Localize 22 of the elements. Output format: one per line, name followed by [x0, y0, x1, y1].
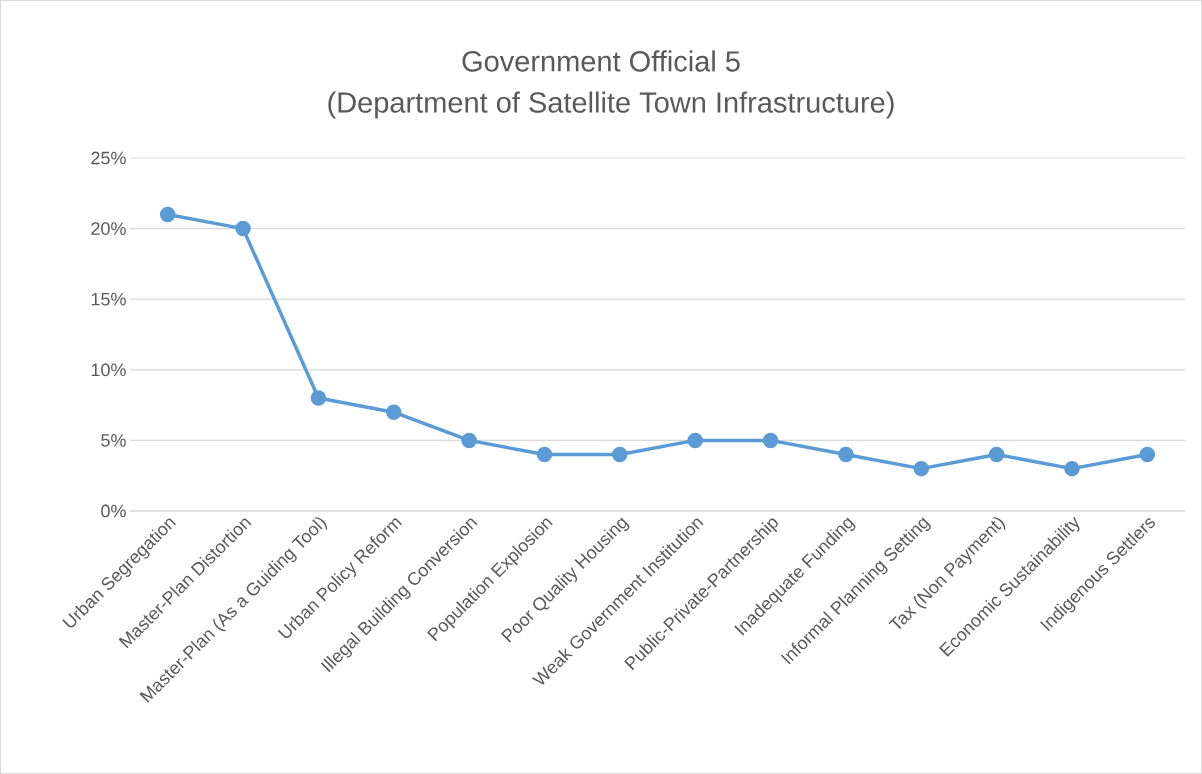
- point: [1139, 446, 1156, 463]
- y-tick-label: 20%: [91, 222, 126, 235]
- point: [838, 446, 854, 463]
- point: [310, 390, 327, 406]
- point: [536, 446, 553, 463]
- y-tick-label: 25%: [91, 151, 126, 165]
- chart-title: Government Official 5: [462, 50, 740, 72]
- point: [1064, 460, 1080, 477]
- point: [913, 460, 930, 477]
- point: [386, 404, 402, 420]
- chart-subtitle: (Department of Satellite Town Infrastructure): [328, 91, 894, 119]
- y-tick-label: 0%: [101, 504, 126, 518]
- y-tick-label: 10%: [91, 363, 126, 377]
- y-tick-label: 5%: [101, 434, 126, 447]
- y-tick-label: 15%: [91, 292, 126, 306]
- point: [687, 432, 703, 449]
- point: [159, 206, 176, 223]
- point: [762, 432, 779, 449]
- point: [235, 220, 251, 237]
- point: [988, 446, 1005, 463]
- point: [461, 432, 477, 449]
- point: [612, 446, 628, 463]
